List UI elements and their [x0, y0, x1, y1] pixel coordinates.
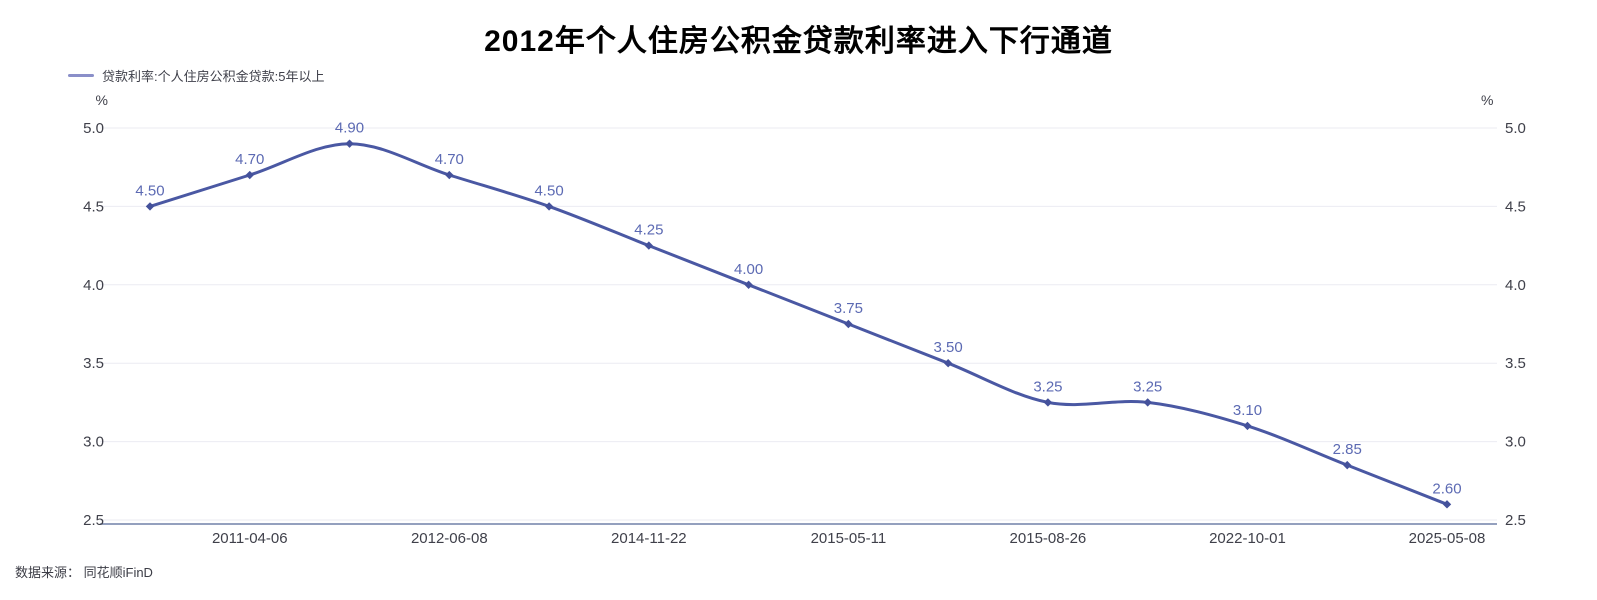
- data-point-marker[interactable]: [1043, 398, 1053, 407]
- legend-line-icon: [68, 74, 94, 77]
- data-point-label: 4.70: [235, 151, 264, 168]
- data-point-marker[interactable]: [544, 202, 554, 211]
- data-point-marker[interactable]: [245, 170, 254, 180]
- x-tick-label: 2015-05-11: [811, 530, 887, 547]
- data-source: 数据来源： 同花顺iFinD: [15, 565, 153, 580]
- y-tick-label-right: 3.5: [1505, 355, 1526, 372]
- x-tick-label: 2014-11-22: [611, 530, 687, 547]
- y-tick-label-right: 2.5: [1505, 512, 1526, 529]
- x-tick-label: 2012-06-08: [411, 530, 488, 547]
- x-tick-label: 2015-08-26: [1010, 530, 1087, 547]
- y-tick-label-right: 5.0: [1505, 120, 1526, 137]
- data-point-label: 3.50: [934, 339, 963, 356]
- y-tick-label-right: 4.5: [1505, 198, 1526, 215]
- y-axis-unit-right: %: [1481, 92, 1493, 108]
- data-point-marker[interactable]: [1243, 421, 1252, 431]
- data-point-label: 4.70: [435, 151, 464, 168]
- data-point-marker[interactable]: [445, 170, 454, 180]
- x-tick-label: 2011-04-06: [212, 530, 288, 547]
- data-point-label: 4.90: [335, 120, 364, 137]
- series-line: [148, 142, 1449, 506]
- data-point-marker[interactable]: [644, 241, 654, 250]
- data-point-marker[interactable]: [1442, 500, 1452, 509]
- data-point-marker[interactable]: [1343, 460, 1352, 470]
- y-tick-label-left: 3.0: [83, 434, 104, 451]
- x-tick-label: 2022-10-01: [1209, 530, 1286, 547]
- data-point-label: 3.25: [1133, 378, 1162, 395]
- data-point-label: 4.50: [135, 182, 164, 199]
- data-point-label: 4.25: [634, 222, 663, 239]
- data-point-label: 3.25: [1033, 378, 1062, 395]
- data-point-label: 4.00: [734, 261, 763, 278]
- y-tick-label-left: 4.5: [83, 198, 104, 215]
- chart-title: 2012年个人住房公积金贷款利率进入下行通道: [484, 25, 1113, 58]
- legend-item[interactable]: 贷款利率:个人住房公积金贷款:5年以上: [68, 66, 324, 85]
- data-point-label: 2.60: [1432, 480, 1461, 497]
- data-point-label: 3.75: [834, 300, 863, 317]
- y-tick-label-left: 3.5: [83, 355, 104, 372]
- legend-label: 贷款利率:个人住房公积金贷款:5年以上: [102, 69, 325, 84]
- data-point-marker[interactable]: [744, 280, 753, 289]
- data-point-label: 4.50: [534, 182, 563, 199]
- y-tick-label-left: 2.5: [83, 512, 104, 529]
- y-tick-label-left: 5.0: [83, 120, 104, 137]
- data-point-marker[interactable]: [844, 319, 853, 329]
- y-tick-label-right: 4.0: [1505, 277, 1526, 294]
- y-tick-label-left: 4.0: [83, 277, 104, 294]
- data-point-marker[interactable]: [145, 202, 155, 211]
- data-point-marker[interactable]: [345, 139, 354, 148]
- data-point-label: 3.10: [1233, 402, 1262, 419]
- x-tick-label: 2025-05-08: [1409, 530, 1486, 547]
- data-point-label: 2.85: [1333, 441, 1362, 458]
- data-point-marker[interactable]: [943, 359, 953, 368]
- y-axis-unit-left: %: [96, 92, 108, 108]
- data-point-marker[interactable]: [1143, 398, 1152, 407]
- y-tick-label-right: 3.0: [1505, 434, 1526, 451]
